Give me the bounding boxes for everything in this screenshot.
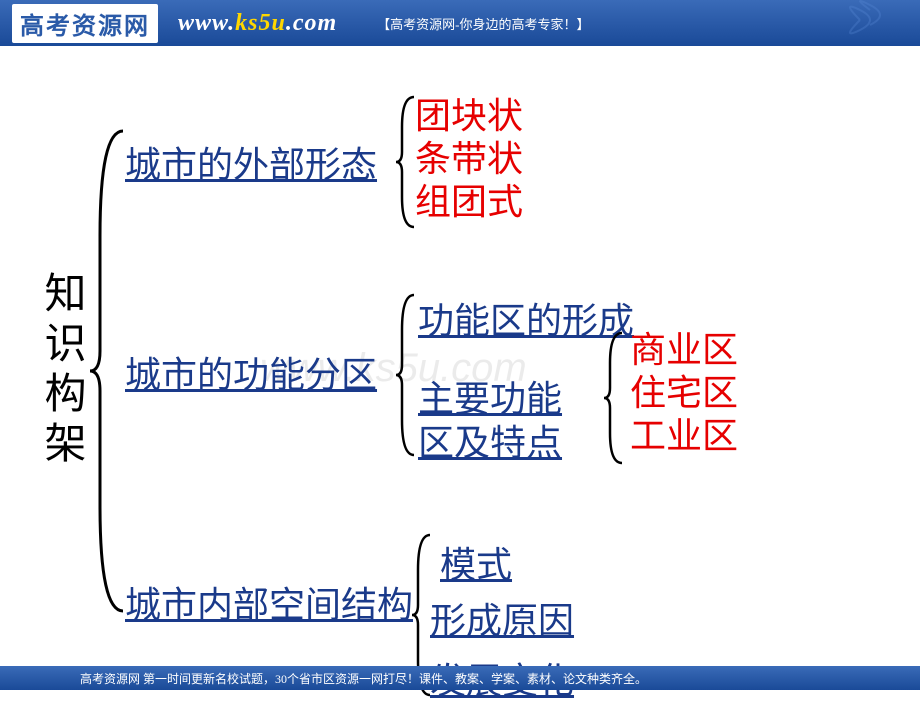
branch3-link[interactable]: 城市内部空间结构 — [125, 584, 413, 625]
branch2-sub2-line2: 区及特点 — [418, 414, 562, 466]
branch2-sub2-link1[interactable]: 主要功能 — [418, 378, 562, 419]
branch3-item1-link[interactable]: 模式 — [440, 544, 512, 585]
tagline: 【高考资源网-你身边的高考专家！】 — [377, 14, 589, 33]
url-mid: ks5u — [235, 10, 286, 36]
logo: 高考资源网 — [12, 4, 158, 43]
branch1-item3: 组团式 — [415, 180, 523, 223]
branch1-items: 团块状 条带状 组团式 — [415, 94, 523, 224]
branch2-link[interactable]: 城市的功能分区 — [125, 354, 377, 395]
branch2-sub2-link2[interactable]: 区及特点 — [418, 422, 562, 463]
branch1-link[interactable]: 城市的外部形态 — [125, 144, 377, 185]
branch2-item2: 住宅区 — [630, 371, 738, 414]
branch2-item3: 工业区 — [630, 414, 738, 457]
footer-text: 高考资源网 第一时间更新名校试题，30个省市区资源一网打尽！课件、教案、学案、素… — [80, 670, 647, 687]
branch3-item2: 形成原因 — [430, 592, 574, 644]
branch2-items: 商业区 住宅区 工业区 — [630, 328, 738, 458]
branch3-item2-link[interactable]: 形成原因 — [430, 600, 574, 641]
main-bracket-icon — [88, 126, 128, 616]
branch3-title: 城市内部空间结构 — [125, 576, 413, 628]
branch2-item1: 商业区 — [630, 328, 738, 371]
branch1-title: 城市的外部形态 — [125, 136, 377, 188]
branch3-item1: 模式 — [440, 536, 512, 588]
url: www.ks5u.com — [178, 10, 337, 37]
url-prefix: www. — [178, 10, 235, 36]
branch1-item2: 条带状 — [415, 137, 523, 180]
url-suffix: .com — [286, 10, 337, 36]
branch1-item1: 团块状 — [415, 94, 523, 137]
swirl-decoration — [820, 0, 900, 50]
footer-bar: 高考资源网 第一时间更新名校试题，30个省市区资源一网打尽！课件、教案、学案、素… — [0, 666, 920, 690]
header-bar: 高考资源网 www.ks5u.com 【高考资源网-你身边的高考专家！】 — [0, 0, 920, 46]
content-area: www.ks5u.com 知识构架 城市的外部形态 团块状 条带状 组团式 城市… — [0, 46, 920, 666]
branch2-title: 城市的功能分区 — [125, 346, 377, 398]
root-title: 知识构架 — [32, 271, 93, 471]
branch2-bracket-icon — [394, 290, 418, 460]
branch2-sub-bracket-icon — [602, 328, 626, 468]
